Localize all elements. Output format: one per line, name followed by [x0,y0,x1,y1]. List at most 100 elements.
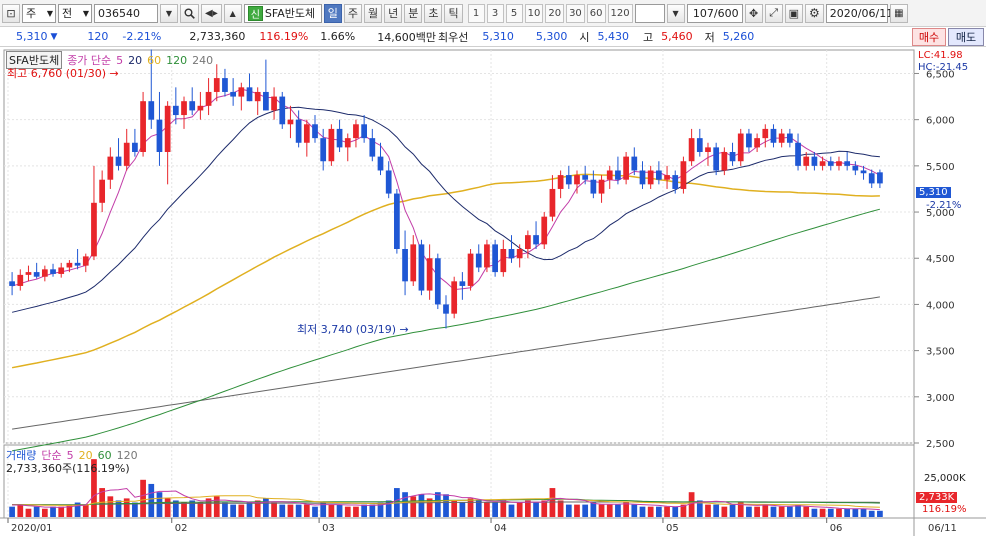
y-tick-label: 2,500 [926,439,955,450]
candle-body [17,274,24,286]
x-tick-label: 2020/01 [11,523,53,534]
candle-up [58,262,65,278]
volume-bar [140,479,146,517]
period-tab-tick[interactable]: 틱 [444,3,463,23]
candle-up [205,78,212,116]
interval-10[interactable]: 10 [524,3,544,23]
buy-button[interactable]: 매수 [912,28,946,46]
window-icon[interactable]: ⊡ [2,3,20,23]
candle-up [606,165,613,189]
interval-input[interactable] [634,3,665,23]
candle-up [17,269,24,291]
crosshair-icon[interactable]: ✥ [744,3,763,23]
candle-body [434,258,441,305]
low-annotation: 최저 3,740 (03/19) → [297,321,409,337]
volume-bar [762,504,769,517]
gear-icon[interactable]: ⚙ [805,3,824,23]
interval-dropdown-icon[interactable]: ▼ [666,3,685,23]
stock-chart[interactable]: 6,500 6,000 5,500 5,000 4,500 4,000 3,500 3,000… [0,47,986,536]
candle-up [680,156,687,194]
type-select[interactable]: 전 ▼ [58,3,92,23]
candle-body [525,235,531,249]
prev-arrow-icon[interactable]: ▲ [223,3,242,23]
candle-body [50,269,56,274]
interval-60[interactable]: 60 [586,3,606,23]
candle-body [320,138,327,162]
date-field[interactable]: 2020/06/11 [825,3,893,23]
candle-up [705,142,711,166]
volume-bar [205,498,212,517]
period-tab-month[interactable]: 월 [363,3,383,23]
chart-area[interactable]: 6,500 6,000 5,500 5,000 4,500 4,000 3,500 3,000… [0,47,986,536]
candle-body [680,161,687,189]
stock-code-input[interactable]: 036540 [94,3,158,23]
volume-bar [574,504,580,517]
volume-bar [361,504,367,517]
candle-down [156,91,163,166]
chevron-down-icon: ▼ [82,8,89,18]
candle-up [500,239,507,277]
candle-body [107,156,114,180]
market-select[interactable]: 주 ▼ [22,3,56,23]
vol-ma5-label: 5 [66,448,74,462]
interval-20[interactable]: 20 [545,3,565,23]
period-tab-second[interactable]: 초 [424,3,443,23]
interval-120[interactable]: 120 [607,3,633,23]
candle-down [639,161,646,189]
low-annotation-text: 최저 3,740 (03/19) [297,323,397,336]
interval-30[interactable]: 30 [566,3,585,23]
vol-ma5-line [12,487,880,511]
candle-body [385,170,392,194]
candle-down [394,188,400,254]
volume-bar [795,504,801,517]
interval-5[interactable]: 5 [505,3,523,23]
candle-up [353,119,359,148]
period-tab-week[interactable]: 주 [343,3,362,23]
volume-bar [533,502,539,517]
period-tab-day[interactable]: 일 [323,3,342,23]
current-pct-tag: -2.21% [926,200,962,211]
ma240-line [12,296,880,430]
candle-body [140,101,146,152]
candle-body [484,244,490,268]
period-tab-year[interactable]: 년 [384,3,403,23]
candle-body [451,281,458,314]
volume-bar [74,502,81,517]
period-tab-minute[interactable]: 분 [404,3,423,23]
volume-bar [746,506,752,517]
y-tick-label: 4,000 [926,300,955,311]
candle-body [574,175,580,185]
search-icon[interactable] [180,3,199,23]
candle-down [33,262,40,279]
volume-bar [803,506,810,517]
volume-bar [680,504,687,517]
candle-body [58,267,65,274]
volume-bar [238,504,245,517]
volume-bar [336,504,343,517]
sell-button[interactable]: 매도 [948,28,984,46]
volume-bar [418,494,425,517]
draw-tool-icon[interactable]: ⤢ [764,3,783,23]
right-arrow-icon: → [109,67,119,80]
candle-body [99,179,106,203]
volume-bar [713,504,720,517]
candle-up [66,260,73,273]
current-price: 5,310 [16,30,48,43]
candle-up [41,265,48,282]
candle-body [729,152,736,162]
interval-1[interactable]: 1 [467,3,485,23]
code-dropdown-icon[interactable]: ▼ [160,3,178,23]
data-count-field[interactable]: 107/600 [686,3,743,23]
save-icon[interactable]: ▣ [784,3,804,23]
interval-3[interactable]: 3 [486,3,504,23]
stock-name-field[interactable]: 신 SFA반도체 [243,3,322,23]
calendar-icon[interactable]: ▦ [889,3,908,23]
volume-bar [254,500,261,517]
sound-icon[interactable]: ◀▸ [201,3,222,23]
y-tick-label: 5,000 [926,208,955,219]
candle-body [410,244,417,282]
candle-up [803,152,810,171]
volume-bar [500,500,507,517]
volume-bar [647,506,654,517]
volume-bar [402,492,408,517]
